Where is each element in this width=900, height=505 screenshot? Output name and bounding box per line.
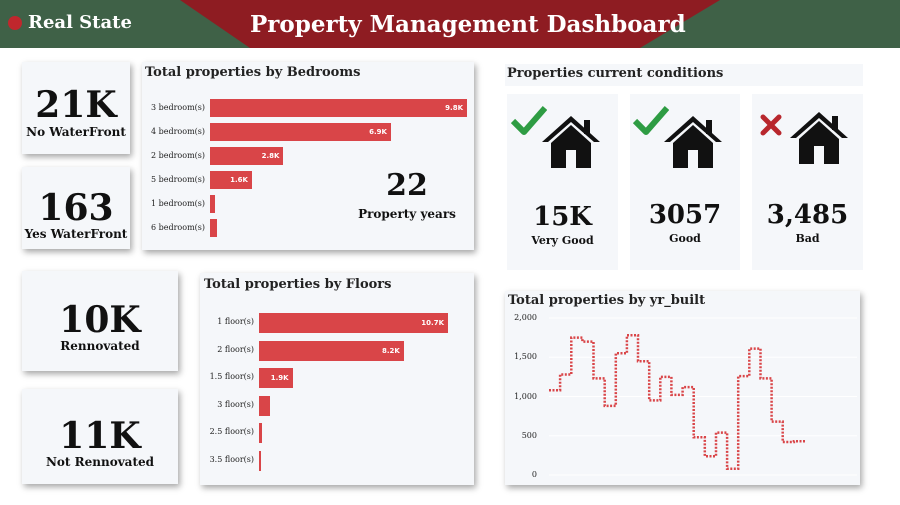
bar-data-label: 6.9K [369, 128, 387, 136]
bar[interactable] [210, 195, 216, 213]
bar-data-label: 10.7K [421, 319, 444, 327]
kpi-value: 163 [38, 187, 114, 229]
condition-card-good: 3057 Good [630, 94, 740, 270]
floors-chart-title: Total properties by Floors [204, 277, 392, 292]
bar-category-label: 1 bedroom(s) [151, 199, 205, 208]
kpi-label: Not Rennovated [45, 455, 155, 469]
condition-label: Very Good [531, 234, 594, 247]
yr-built-chart-panel: Total properties by yr_built 0 500 1,000 1,… [505, 291, 860, 485]
bar-category-label: 1.5 floor(s) [209, 372, 254, 381]
kpi-label: Yes WaterFront [24, 227, 128, 241]
bar[interactable]: 6.9K [210, 123, 391, 141]
y-tick-label: 1,500 [514, 352, 537, 362]
bar-data-label: 8.2K [382, 346, 400, 355]
bar[interactable] [259, 395, 270, 416]
condition-card-bad: 3,485 Bad [752, 94, 863, 270]
check-icon [511, 106, 547, 135]
bar-data-label: 2.8K [261, 152, 280, 160]
brand: Real State [8, 12, 132, 33]
bar[interactable] [210, 219, 218, 237]
bedrooms-chart-panel: Total properties by Bedrooms 3 bedroom(s… [142, 62, 474, 250]
bar-category-label: 3 bedroom(s) [151, 103, 205, 112]
bar[interactable]: 1.6K [210, 171, 252, 189]
kpi-yes-waterfront: 163 Yes WaterFront [22, 167, 130, 249]
conditions-header: Properties current conditions [505, 64, 863, 86]
condition-label: Good [669, 232, 701, 245]
bar[interactable] [259, 450, 261, 471]
kpi-renovated: 10K Rennovated [22, 271, 178, 371]
yr-built-chart-plot [549, 317, 857, 476]
bar-data-label: 9.8K [445, 104, 463, 112]
bar[interactable]: 1.9K [259, 368, 293, 388]
y-tick-label: 1,000 [514, 391, 537, 401]
bar-data-label: 1.6K [230, 176, 248, 184]
kpi-label: Rennovated [60, 339, 140, 353]
kpi-value: 11K [59, 415, 141, 457]
condition-card-very-good: 15K Very Good [507, 94, 618, 270]
house-icon [790, 112, 848, 164]
cross-icon [760, 114, 782, 136]
bar-category-label: 1 floor(s) [217, 317, 254, 326]
condition-value: 3057 [648, 200, 722, 230]
check-icon [633, 106, 669, 135]
brand-label: Real State [28, 12, 132, 33]
bedrooms-chart-title: Total properties by Bedrooms [145, 65, 361, 80]
bar[interactable] [259, 423, 262, 443]
conditions-title: Properties current conditions [507, 66, 724, 81]
house-icon [664, 116, 722, 168]
bar-category-label: 2 floor(s) [217, 344, 254, 354]
bar-category-label: 5 bedroom(s) [151, 175, 205, 184]
bar-category-label: 3.5 floor(s) [209, 454, 254, 464]
bar-category-label: 2.5 floor(s) [209, 427, 254, 436]
y-tick-label: 0 [531, 470, 537, 479]
page-title: Property Management Dashboard [250, 11, 686, 38]
y-tick-label: 500 [521, 430, 537, 440]
bar[interactable]: 2.8K [210, 147, 284, 165]
condition-label: Bad [795, 232, 820, 245]
condition-value: 15K [533, 202, 592, 232]
bar[interactable]: 9.8K [210, 99, 467, 117]
kpi-not-renovated: 11K Not Rennovated [22, 389, 178, 484]
kpi-value: 21K [35, 84, 117, 126]
brand-dot-icon [8, 15, 22, 30]
kpi-label: No WaterFront [26, 125, 126, 139]
house-icon [542, 116, 600, 168]
bar-data-label: 1.9K [270, 374, 289, 382]
floors-chart-panel: Total properties by Floors 1 floor(s) 10.… [200, 273, 474, 485]
y-tick-label: 2,000 [514, 313, 537, 322]
bar[interactable]: 8.2K [259, 340, 404, 361]
header-red-banner [180, 0, 720, 48]
bar-category-label: 4 bedroom(s) [151, 127, 205, 136]
yr-built-series-line[interactable] [549, 334, 805, 470]
kpi-no-waterfront: 21K No WaterFront [22, 62, 130, 154]
kpi-value: 10K [59, 299, 141, 341]
header-bar: Real State Property Management Dashboard [0, 0, 900, 48]
bar-category-label: 2 bedroom(s) [151, 151, 205, 160]
bar[interactable]: 10.7K [259, 313, 448, 333]
bar-category-label: 3 floor(s) [217, 399, 254, 409]
bar-category-label: 6 bedroom(s) [151, 223, 205, 232]
yr-built-chart-title: Total properties by yr_built [508, 293, 706, 308]
property-years-label: Property years [358, 207, 456, 221]
condition-value: 3,485 [766, 200, 849, 230]
property-years-value: 22 [386, 168, 428, 203]
